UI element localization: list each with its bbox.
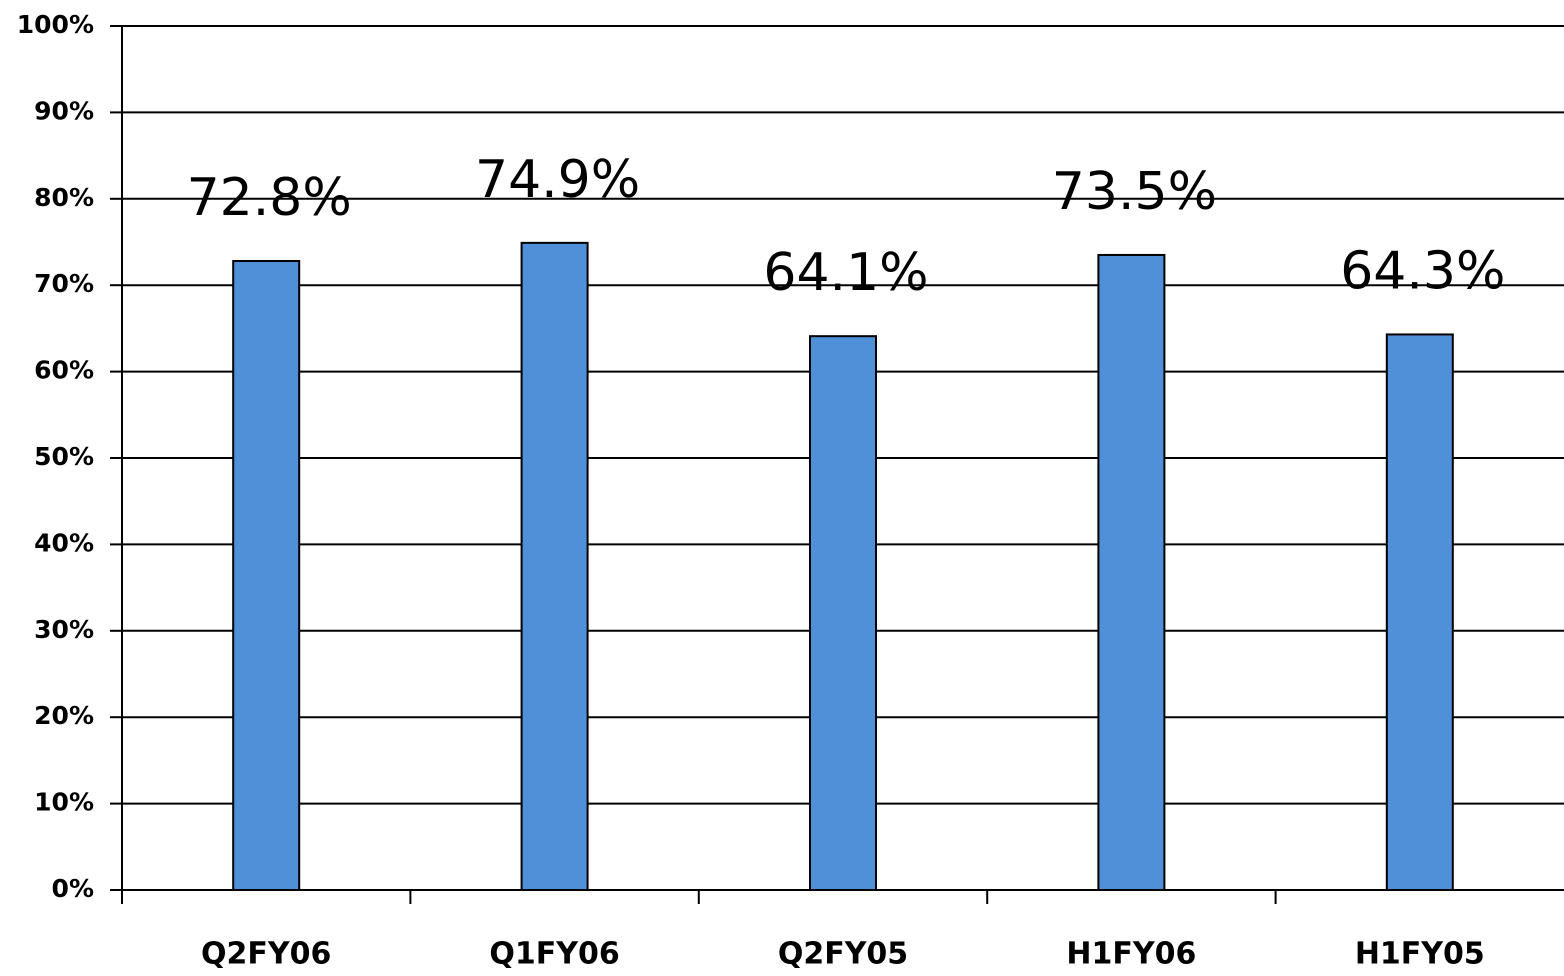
x-tick-label: Q2FY06	[201, 937, 331, 972]
y-tick-label: 0%	[52, 874, 94, 903]
bar	[520, 241, 589, 891]
bar	[232, 260, 301, 891]
x-tick-label: Q1FY06	[489, 937, 619, 972]
y-tick-label: 70%	[34, 269, 94, 298]
y-tick-label: 60%	[34, 356, 94, 385]
bar	[1097, 253, 1166, 891]
bar	[1385, 333, 1454, 891]
y-tick-label: 90%	[34, 96, 94, 125]
value-label: 64.1%	[763, 243, 928, 303]
x-tick-label: H1FY06	[1066, 937, 1196, 972]
x-tick-label: Q2FY05	[778, 937, 908, 972]
x-tick-label: H1FY05	[1355, 937, 1485, 972]
y-tick-label: 100%	[17, 10, 94, 39]
value-label: 74.9%	[475, 150, 640, 210]
y-tick-label: 10%	[34, 788, 94, 817]
value-label: 73.5%	[1052, 162, 1217, 222]
y-tick-label: 20%	[34, 701, 94, 730]
value-label: 64.3%	[1340, 241, 1505, 301]
y-tick-label: 80%	[34, 183, 94, 212]
y-tick-label: 50%	[34, 442, 94, 471]
value-label: 72.8%	[187, 168, 352, 228]
y-tick-label: 40%	[34, 528, 94, 557]
y-tick-label: 30%	[34, 615, 94, 644]
bar	[809, 335, 877, 891]
